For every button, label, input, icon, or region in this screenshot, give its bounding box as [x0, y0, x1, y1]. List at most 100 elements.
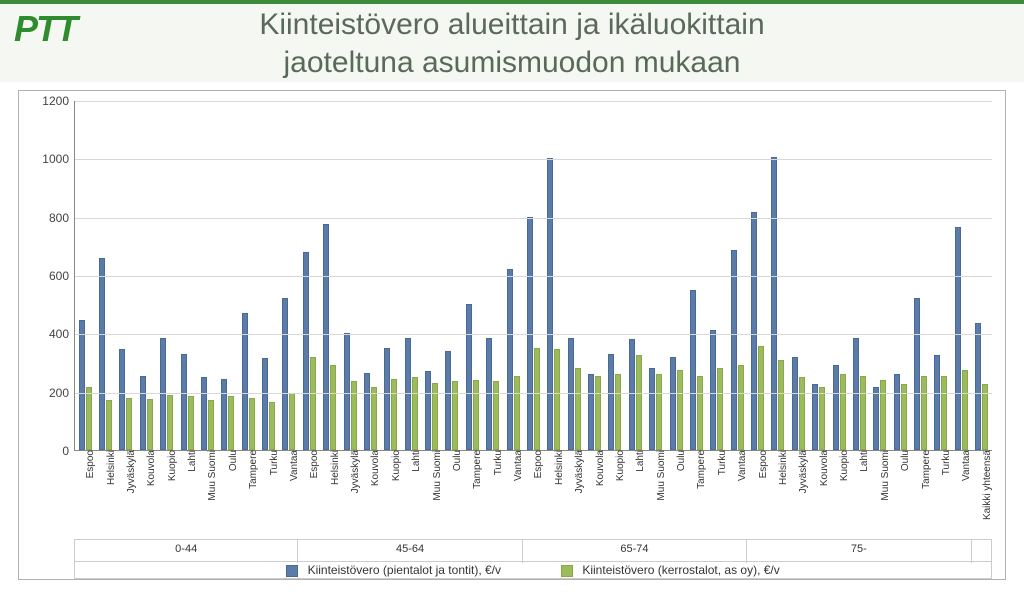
- bar-series-a: [140, 376, 146, 450]
- x-category-label: Oulu: [896, 450, 911, 471]
- bar-series-b: [656, 374, 662, 450]
- x-category-label: Kouvola: [142, 450, 157, 486]
- bar-group: Lahti: [849, 338, 869, 450]
- bar-series-a: [364, 373, 370, 450]
- bar-series-a: [527, 217, 533, 450]
- x-category-label: Jyväskylä: [122, 450, 137, 493]
- x-category-label: Jyväskylä: [570, 450, 585, 493]
- bar-series-a: [792, 357, 798, 450]
- x-category-label: Tampere: [917, 450, 932, 489]
- x-category-label: Helsinki: [326, 450, 341, 485]
- age-group-label: 65-74: [523, 540, 747, 563]
- x-category-label: Kuopio: [611, 450, 626, 481]
- x-category-label: Muu Suomi: [652, 450, 667, 501]
- x-category-label: Kouvola: [815, 450, 830, 486]
- bar-series-a: [221, 379, 227, 450]
- bar-group: Kuopio: [605, 354, 625, 450]
- bar-series-a: [608, 354, 614, 450]
- chart-plot-area: EspooHelsinkiJyväskyläKouvolaKuopioLahti…: [74, 101, 992, 451]
- bar-group: Oulu: [666, 357, 686, 450]
- bar-series-b: [962, 370, 968, 450]
- bar-group: Jyväskylä: [788, 357, 808, 450]
- x-category-label: Turku: [937, 450, 952, 475]
- x-category-label: Espoo: [754, 450, 769, 478]
- bar-series-b: [921, 376, 927, 450]
- x-category-label: Jyväskylä: [346, 450, 361, 493]
- bar-group: Kuopio: [829, 365, 849, 450]
- y-axis-label: 800: [49, 211, 69, 225]
- bar-group: Kuopio: [381, 348, 401, 450]
- legend-swatch-a: [286, 565, 298, 577]
- bar-series-a: [160, 338, 166, 450]
- x-category-label: Tampere: [244, 450, 259, 489]
- bar-group: Turku: [707, 330, 727, 450]
- bar-series-a: [79, 320, 85, 450]
- bar-group: Vantaa: [951, 227, 971, 450]
- bar-series-a: [507, 269, 513, 450]
- bar-series-b: [901, 384, 907, 450]
- bar-series-b: [860, 376, 866, 450]
- bar-series-b: [371, 387, 377, 450]
- x-category-label: Vantaa: [509, 450, 524, 481]
- bar-series-a: [751, 212, 757, 450]
- x-category-label: Jyväskylä: [794, 450, 809, 493]
- bar-series-a: [323, 224, 329, 450]
- bar-series-b: [575, 368, 581, 450]
- bar-series-b: [473, 380, 479, 450]
- x-category-label: Espoo: [529, 450, 544, 478]
- x-category-label: Vantaa: [733, 450, 748, 481]
- bar-group: Espoo: [299, 252, 319, 450]
- bar-series-b: [310, 357, 316, 450]
- bar-group: Tampere: [686, 290, 706, 450]
- bar-group-overall: Kaikki yhteensä: [972, 323, 992, 450]
- bar-group: Jyväskylä: [564, 338, 584, 450]
- bar-series-b: [799, 377, 805, 450]
- bar-series-b: [208, 400, 214, 450]
- bar-series-a: [670, 357, 676, 450]
- bar-series-b: [514, 376, 520, 450]
- x-category-label: Helsinki: [550, 450, 565, 485]
- bar-group: Kouvola: [136, 376, 156, 450]
- bar-series-a: [425, 371, 431, 450]
- bar-series-b: [330, 365, 336, 450]
- x-category-label: Tampere: [468, 450, 483, 489]
- bar-group: Muu Suomi: [870, 380, 890, 450]
- title-line-2: jaoteltuna asumismuodon mukaan: [284, 46, 741, 79]
- bar-series-a: [731, 250, 737, 450]
- bar-series-b: [249, 398, 255, 451]
- bar-group: Tampere: [910, 298, 930, 450]
- bar-group: Turku: [258, 358, 278, 450]
- grid-line: [75, 276, 992, 277]
- x-category-label: Vantaa: [957, 450, 972, 481]
- bar-group: Espoo: [523, 217, 543, 450]
- bar-series-b: [819, 387, 825, 450]
- x-category-label: Kuopio: [163, 450, 178, 481]
- bar-group: Muu Suomi: [646, 368, 666, 450]
- bar-group: Kouvola: [360, 373, 380, 450]
- bar-group: Vantaa: [727, 250, 747, 450]
- bar-series-a: [649, 368, 655, 450]
- x-category-label: Oulu: [448, 450, 463, 471]
- y-axis-label: 1000: [42, 152, 69, 166]
- bar-series-b: [697, 376, 703, 450]
- bar-group: Helsinki: [768, 157, 788, 450]
- legend-swatch-b: [561, 565, 573, 577]
- bar-group: Espoo: [747, 212, 767, 450]
- bar-series-a: [405, 338, 411, 450]
- x-category-label: Oulu: [224, 450, 239, 471]
- bar-group: Oulu: [890, 374, 910, 450]
- legend-item-a: Kiinteistövero (pientalot ja tontit), €/…: [286, 563, 501, 577]
- x-category-label: Tampere: [692, 450, 707, 489]
- bar-series-a: [914, 298, 920, 450]
- title-line-1: Kiinteistövero alueittain ja ikäluokitta…: [259, 8, 764, 41]
- bar-series-a: [262, 358, 268, 450]
- y-axis-label: 600: [49, 269, 69, 283]
- bar-series-b: [758, 346, 764, 450]
- bar-group: Vantaa: [279, 298, 299, 450]
- bar-series-a: [303, 252, 309, 450]
- bar-series-a: [690, 290, 696, 450]
- bar-series-a: [833, 365, 839, 450]
- y-axis-label: 200: [49, 386, 69, 400]
- bar-series-a: [547, 158, 553, 450]
- bar-series-b: [778, 360, 784, 450]
